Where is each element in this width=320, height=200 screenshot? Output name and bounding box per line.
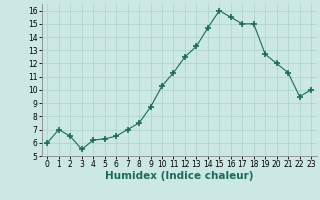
X-axis label: Humidex (Indice chaleur): Humidex (Indice chaleur) — [105, 171, 253, 181]
